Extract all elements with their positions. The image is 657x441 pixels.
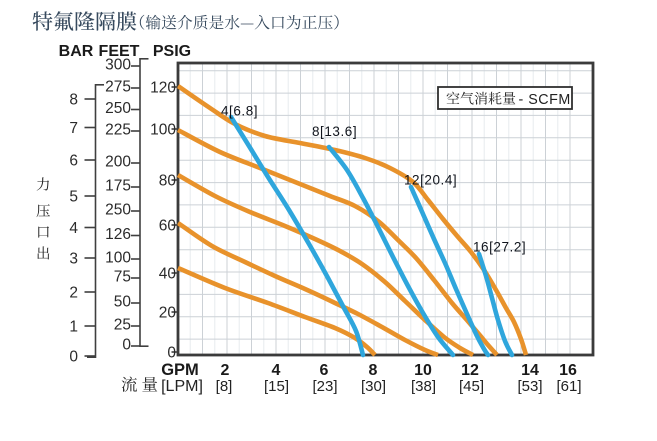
- svg-text:7: 7: [69, 120, 78, 137]
- svg-text:4: 4: [69, 220, 78, 237]
- svg-text:8[13.6]: 8[13.6]: [312, 124, 357, 139]
- svg-text:60: 60: [159, 218, 177, 235]
- svg-text:275: 275: [105, 79, 131, 96]
- svg-text:12: 12: [461, 362, 479, 379]
- svg-text:126: 126: [105, 226, 131, 243]
- svg-text:[23]: [23]: [312, 378, 337, 395]
- svg-text:225: 225: [105, 122, 131, 139]
- svg-text:300: 300: [105, 57, 131, 74]
- svg-text:200: 200: [105, 154, 131, 171]
- svg-text:PSIG: PSIG: [153, 43, 191, 60]
- svg-text:BAR: BAR: [59, 43, 94, 60]
- svg-text:[53]: [53]: [517, 378, 542, 395]
- svg-text:[8]: [8]: [216, 378, 233, 395]
- svg-text:6: 6: [320, 362, 329, 379]
- svg-text:GPM: GPM: [161, 361, 199, 379]
- svg-text:20: 20: [159, 305, 177, 322]
- svg-text:[30]: [30]: [361, 378, 386, 395]
- svg-text:100: 100: [105, 250, 131, 267]
- svg-text:16: 16: [559, 362, 577, 379]
- svg-text:[38]: [38]: [411, 378, 436, 395]
- svg-text:250: 250: [105, 100, 131, 117]
- svg-text:[15]: [15]: [264, 378, 289, 395]
- svg-text:0: 0: [122, 337, 131, 354]
- svg-text:0: 0: [69, 349, 78, 366]
- svg-text:2: 2: [69, 285, 78, 302]
- svg-text:10: 10: [414, 362, 432, 379]
- svg-text:12[20.4]: 12[20.4]: [404, 173, 457, 188]
- svg-text:16[27.2]: 16[27.2]: [473, 240, 526, 255]
- svg-text:8: 8: [369, 362, 378, 379]
- svg-text:FEET: FEET: [99, 43, 140, 60]
- svg-text:5: 5: [69, 189, 78, 206]
- svg-text:3: 3: [69, 251, 78, 268]
- svg-text:6: 6: [69, 153, 78, 170]
- svg-text:8: 8: [69, 92, 78, 109]
- svg-text:4: 4: [272, 362, 281, 379]
- svg-text:50: 50: [114, 294, 132, 311]
- svg-text:0: 0: [167, 345, 176, 362]
- svg-text:100: 100: [150, 122, 176, 139]
- svg-text:2: 2: [221, 362, 230, 379]
- svg-text:[61]: [61]: [556, 378, 581, 395]
- svg-text:25: 25: [114, 317, 131, 334]
- svg-text:4[6.8]: 4[6.8]: [221, 104, 258, 119]
- svg-text:[LPM]: [LPM]: [161, 378, 203, 395]
- svg-text:40: 40: [159, 266, 177, 283]
- svg-text:250: 250: [105, 202, 131, 219]
- svg-text:75: 75: [114, 269, 131, 286]
- svg-text:1: 1: [69, 319, 78, 336]
- svg-text:80: 80: [159, 173, 177, 190]
- svg-text:120: 120: [150, 80, 176, 97]
- svg-text:14: 14: [521, 362, 539, 379]
- svg-text:- SCFM: - SCFM: [519, 92, 571, 108]
- svg-text:175: 175: [105, 178, 131, 195]
- svg-text:[45]: [45]: [459, 378, 484, 395]
